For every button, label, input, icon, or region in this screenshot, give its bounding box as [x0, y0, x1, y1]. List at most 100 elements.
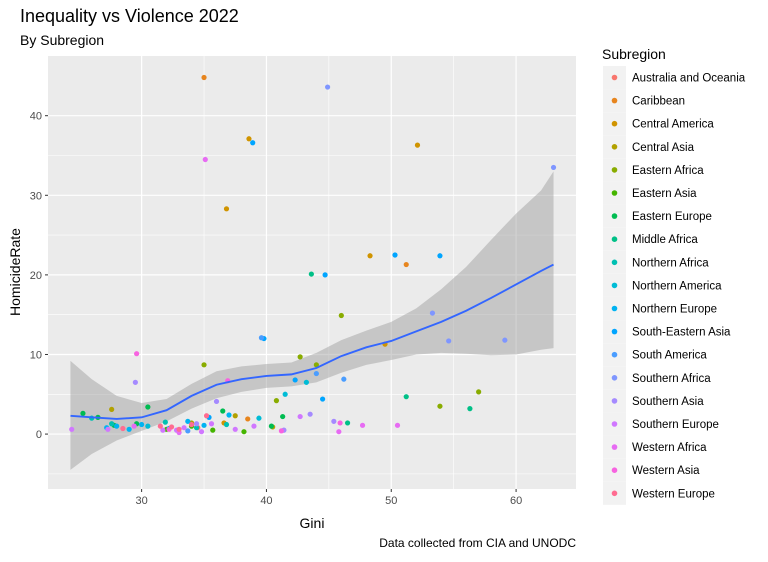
- data-point: [185, 418, 191, 424]
- legend-swatch: [611, 398, 618, 404]
- data-point: [176, 426, 182, 432]
- data-point: [322, 272, 328, 278]
- legend-label: South America: [632, 350, 707, 362]
- legend-label: Western Europe: [632, 488, 715, 500]
- data-point: [126, 426, 132, 432]
- data-point: [403, 394, 409, 400]
- legend-swatch: [611, 190, 618, 196]
- data-point: [201, 74, 207, 81]
- data-point: [394, 422, 401, 428]
- data-point: [202, 156, 208, 163]
- y-tick-label: 10: [30, 349, 42, 361]
- legend-swatch: [611, 328, 618, 335]
- x-axis-label: Gini: [300, 515, 325, 531]
- data-point: [80, 410, 86, 416]
- data-point: [338, 312, 344, 319]
- legend-label: Southern Asia: [632, 396, 704, 408]
- data-point: [251, 423, 257, 429]
- legend-label: Eastern Africa: [632, 165, 704, 177]
- data-point: [320, 396, 326, 402]
- data-point: [303, 379, 309, 385]
- legend-items: Australia and Oceania Caribbean Central Am…: [603, 66, 746, 505]
- data-point: [467, 406, 473, 412]
- data-point: [278, 428, 285, 434]
- data-point: [307, 411, 313, 417]
- legend-swatch: [611, 305, 618, 312]
- legend-label: South-Eastern Asia: [632, 327, 731, 339]
- legend-swatch: [611, 421, 618, 427]
- data-point: [226, 412, 232, 418]
- data-point: [181, 425, 187, 431]
- legend-swatch: [611, 467, 618, 474]
- legend-swatch: [611, 259, 618, 266]
- data-point: [145, 423, 151, 429]
- legend: Subregion Australia and Oceania Caribbean…: [602, 46, 746, 505]
- data-point: [550, 164, 557, 171]
- x-axis: 30 40 50 60: [135, 489, 522, 507]
- x-tick-label: 40: [260, 495, 272, 507]
- y-axis: 0 10 20 30 40: [30, 111, 48, 441]
- y-axis-label: HomicideRate: [7, 228, 23, 316]
- legend-label: Eastern Europe: [632, 211, 712, 223]
- data-point: [331, 418, 337, 424]
- data-point: [213, 398, 220, 405]
- x-tick-label: 50: [385, 495, 397, 507]
- data-point: [132, 379, 138, 385]
- points-layer: [69, 74, 557, 436]
- data-point: [109, 421, 115, 427]
- data-point: [69, 426, 75, 432]
- data-point: [232, 413, 238, 419]
- chart-caption: Data collected from CIA and UNODC: [379, 536, 576, 550]
- data-point: [437, 403, 443, 409]
- data-point: [476, 389, 482, 395]
- legend-label: Southern Africa: [632, 373, 711, 385]
- data-point: [208, 421, 215, 427]
- data-point: [502, 337, 508, 343]
- data-point: [280, 413, 286, 420]
- legend-label: Southern Europe: [632, 419, 719, 431]
- legend-swatch: [611, 120, 618, 127]
- data-point: [359, 422, 366, 428]
- grid-minor: [48, 56, 576, 489]
- data-point: [223, 206, 230, 212]
- data-point: [313, 362, 319, 368]
- data-point: [337, 420, 343, 426]
- legend-swatch: [611, 167, 618, 173]
- legend-swatch: [611, 282, 618, 289]
- data-point: [446, 338, 452, 344]
- data-point: [160, 427, 166, 433]
- legend-label: Northern America: [632, 280, 722, 292]
- y-tick-label: 0: [36, 429, 42, 441]
- legend-swatch: [611, 490, 618, 497]
- legend-label: Western Africa: [632, 442, 707, 454]
- legend-label: Western Asia: [632, 465, 700, 477]
- data-point: [341, 376, 347, 382]
- legend-swatch: [611, 375, 618, 381]
- data-point: [131, 423, 137, 429]
- data-point: [185, 428, 191, 434]
- data-point: [313, 370, 319, 377]
- data-point: [139, 421, 145, 428]
- data-point: [344, 420, 351, 426]
- legend-label: Central Asia: [632, 142, 695, 154]
- data-point: [120, 425, 126, 432]
- data-point: [210, 427, 216, 433]
- data-point: [223, 421, 230, 428]
- legend-swatch: [611, 444, 618, 450]
- data-point: [245, 416, 251, 422]
- data-point: [250, 140, 256, 146]
- smooth-line-layer: [70, 263, 554, 420]
- data-point: [193, 421, 200, 427]
- data-point: [134, 351, 140, 357]
- chart-subtitle: By Subregion: [20, 32, 104, 48]
- data-point: [114, 423, 120, 429]
- data-point: [268, 423, 275, 429]
- data-point: [292, 377, 298, 383]
- data-point: [105, 426, 111, 432]
- data-point: [403, 261, 409, 268]
- legend-swatch: [611, 74, 618, 81]
- data-point: [220, 408, 226, 414]
- smooth-line: [70, 263, 554, 420]
- data-point: [162, 419, 168, 425]
